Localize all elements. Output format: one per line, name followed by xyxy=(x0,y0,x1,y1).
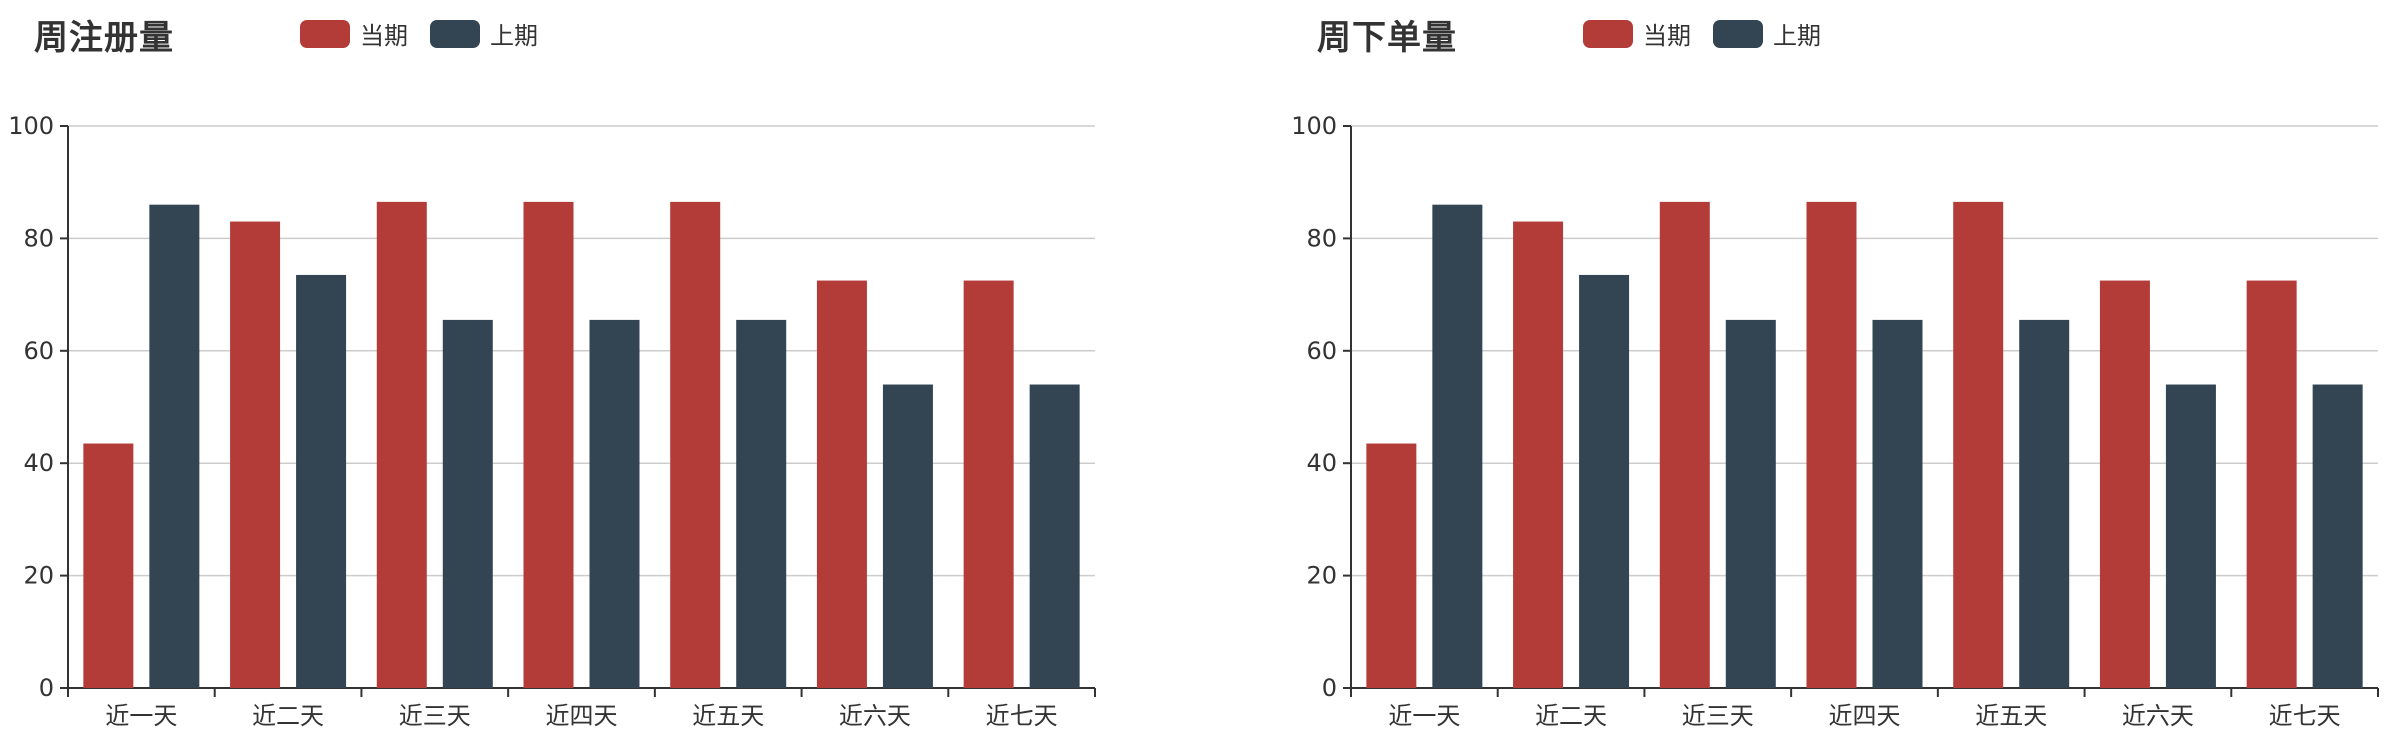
bar-previous xyxy=(1579,274,1630,688)
legend-label-current: 当期 xyxy=(360,22,408,50)
y-tick-label: 20 xyxy=(23,562,54,590)
legend-item-previous[interactable]: 上期 xyxy=(430,16,538,51)
bar-previous xyxy=(2165,384,2216,688)
bar-previous xyxy=(1432,204,1483,688)
x-tick-label: 近五天 xyxy=(692,702,764,730)
bar-previous xyxy=(1872,319,1923,688)
chart-title: 周下单量 xyxy=(1317,18,1457,58)
bar-current xyxy=(2246,280,2297,688)
y-tick-label: 0 xyxy=(39,674,54,702)
legend-swatch-current xyxy=(300,19,350,48)
bar-previous xyxy=(736,319,787,688)
bar-previous xyxy=(589,319,640,688)
bar-current xyxy=(1806,201,1857,688)
bar-current xyxy=(83,443,134,688)
bar-previous xyxy=(149,204,200,688)
x-tick-label: 近二天 xyxy=(252,702,324,730)
legend-label-previous: 上期 xyxy=(490,22,538,50)
chart-legend: 当期 上期 xyxy=(1583,16,1843,51)
legend-item-current[interactable]: 当期 xyxy=(300,16,408,51)
bar-previous xyxy=(1029,384,1080,688)
legend-swatch-previous xyxy=(430,19,480,48)
y-tick-label: 40 xyxy=(1306,449,1337,477)
legend-label-previous: 上期 xyxy=(1773,22,1821,50)
x-tick-label: 近一天 xyxy=(105,702,177,730)
bar-current xyxy=(230,221,281,689)
bar-current xyxy=(816,280,867,688)
x-tick-label: 近二天 xyxy=(1535,702,1607,730)
bar-previous xyxy=(2312,384,2363,688)
x-tick-label: 近七天 xyxy=(986,702,1058,730)
y-tick-label: 20 xyxy=(1306,562,1337,590)
x-tick-label: 近六天 xyxy=(2122,702,2194,730)
y-tick-label: 80 xyxy=(1306,224,1337,252)
y-tick-label: 0 xyxy=(1322,674,1337,702)
x-tick-label: 近一天 xyxy=(1388,702,1460,730)
bar-current xyxy=(523,201,574,688)
bar-current xyxy=(1513,221,1564,689)
chart-panel-registrations: 周注册量 当期 上期 0 20 40 60 80 100 近一天 近二天 近三天 近四天 近五天 近六… xyxy=(8,16,1096,730)
bar-current xyxy=(376,201,427,688)
x-tick-label: 近五天 xyxy=(1975,702,2047,730)
y-tick-label: 80 xyxy=(23,224,54,252)
bar-previous xyxy=(2019,319,2070,688)
bar-previous xyxy=(296,274,347,688)
chart-panel-orders: 周下单量 当期 上期 0 20 40 60 80 100 近一天 近二天 近三天 近四天 近五天 近六… xyxy=(1283,0,2396,754)
y-tick-label: 100 xyxy=(1291,112,1337,140)
y-tick-label: 100 xyxy=(8,112,54,140)
x-tick-label: 近四天 xyxy=(546,702,618,730)
bar-current xyxy=(963,280,1014,688)
x-tick-label: 近三天 xyxy=(399,702,471,730)
bar-chart: 0 20 40 60 80 100 近一天 近二天 近三天 近四天 近五天 近六天 近七天 xyxy=(1291,112,2379,730)
x-tick-label: 近七天 xyxy=(2269,702,2341,730)
legend-label-current: 当期 xyxy=(1643,22,1691,50)
chart-title: 周注册量 xyxy=(34,18,174,58)
bar-previous xyxy=(1725,319,1776,688)
bar-chart: 0 20 40 60 80 100 近一天 近二天 近三天 近四天 近五天 近六天 近七天 xyxy=(8,112,1096,730)
bar-current xyxy=(1659,201,1710,688)
x-tick-label: 近三天 xyxy=(1682,702,1754,730)
legend-item-previous[interactable]: 上期 xyxy=(1713,16,1821,51)
bar-current xyxy=(1366,443,1417,688)
legend-swatch-current xyxy=(1583,19,1633,48)
y-tick-label: 60 xyxy=(23,337,54,365)
bar-previous xyxy=(882,384,933,688)
legend-item-current[interactable]: 当期 xyxy=(1583,16,1691,51)
x-tick-label: 近六天 xyxy=(839,702,911,730)
bar-previous xyxy=(442,319,493,688)
chart-legend: 当期 上期 xyxy=(300,16,560,51)
y-tick-label: 40 xyxy=(23,449,54,477)
bar-current xyxy=(670,201,721,688)
y-tick-label: 60 xyxy=(1306,337,1337,365)
bar-current xyxy=(1953,201,2004,688)
bar-current xyxy=(2099,280,2150,688)
legend-swatch-previous xyxy=(1713,19,1763,48)
x-tick-label: 近四天 xyxy=(1829,702,1901,730)
